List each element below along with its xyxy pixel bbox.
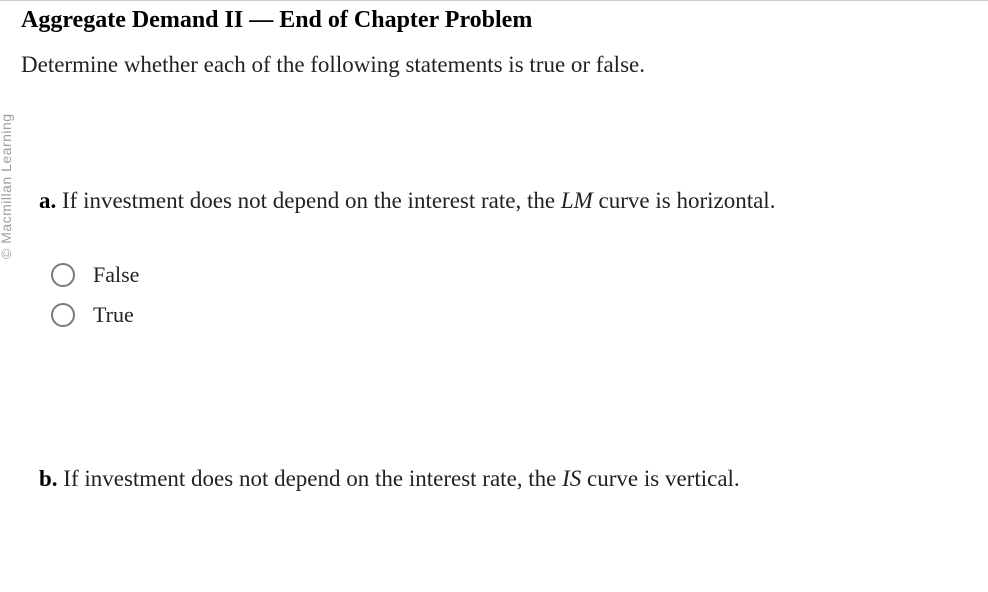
question-a: a. If investment does not depend on the … bbox=[21, 188, 988, 214]
radio-icon bbox=[51, 303, 75, 327]
question-b-label: b. bbox=[39, 466, 58, 491]
question-a-text-pre: If investment does not depend on the int… bbox=[56, 188, 561, 213]
question-b-text-post: curve is vertical. bbox=[581, 466, 739, 491]
question-b-text-pre: If investment does not depend on the int… bbox=[58, 466, 563, 491]
watermark-text: © Macmillan Learning bbox=[0, 113, 14, 259]
option-true[interactable]: True bbox=[51, 302, 988, 328]
page-container: © Macmillan Learning Aggregate Demand II… bbox=[0, 0, 988, 592]
question-b-italic: IS bbox=[562, 466, 581, 491]
question-b: b. If investment does not depend on the … bbox=[21, 466, 988, 492]
instruction-text: Determine whether each of the following … bbox=[21, 52, 988, 78]
option-false-label: False bbox=[93, 262, 139, 288]
page-title: Aggregate Demand II — End of Chapter Pro… bbox=[21, 7, 988, 34]
watermark-container: © Macmillan Learning bbox=[0, 1, 16, 261]
question-a-italic: LM bbox=[561, 188, 593, 213]
options-group-a: False True bbox=[21, 262, 988, 328]
option-false[interactable]: False bbox=[51, 262, 988, 288]
question-a-label: a. bbox=[39, 188, 56, 213]
option-true-label: True bbox=[93, 302, 134, 328]
question-a-text-post: curve is horizontal. bbox=[593, 188, 776, 213]
radio-icon bbox=[51, 263, 75, 287]
